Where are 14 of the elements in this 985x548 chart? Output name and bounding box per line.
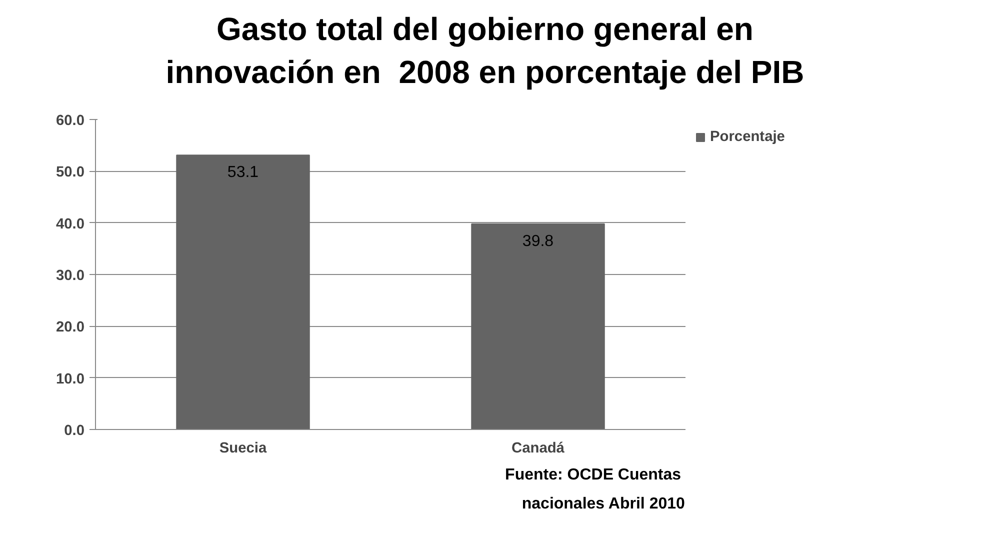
y-tick-label: 20.0: [56, 320, 85, 336]
x-tick-label: Suecia: [219, 440, 268, 457]
legend-label: Porcentaje: [710, 129, 785, 146]
y-tick-label: 0.0: [64, 423, 84, 440]
x-tick-label: Canadá: [512, 440, 566, 457]
data-label: 39.8: [522, 233, 554, 250]
chart-title: Gasto total del gobierno general en innovación en 2008 en porcentaje del PIB: [166, 10, 804, 92]
source-note: Fuente: OCDE Cuentas nacionales Abril 2010: [505, 466, 686, 513]
y-tick-label: 10.0: [56, 372, 85, 388]
y-tick-label: 40.0: [56, 216, 85, 233]
y-tick-label: 30.0: [56, 268, 85, 284]
y-tick-label: 50.0: [56, 165, 85, 182]
y-tick-label: 60.0: [56, 113, 85, 130]
data-label: 53.1: [227, 164, 259, 182]
